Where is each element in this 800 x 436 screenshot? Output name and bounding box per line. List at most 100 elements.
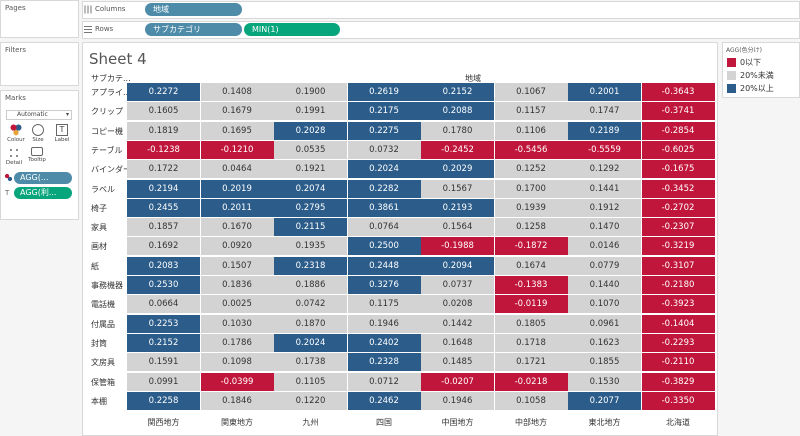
table-cell[interactable]: 0.1442 (421, 315, 494, 333)
table-cell[interactable]: -0.6025 (642, 141, 715, 159)
detail-button[interactable]: Detail (4, 147, 24, 169)
table-cell[interactable]: 0.1939 (495, 199, 568, 217)
row-label[interactable]: コピー機 (91, 126, 127, 137)
table-cell[interactable]: -0.2702 (642, 199, 715, 217)
row-label[interactable]: 椅子 (91, 203, 127, 214)
table-cell[interactable]: 0.1857 (127, 218, 200, 236)
table-cell[interactable]: 0.1623 (568, 334, 641, 352)
column-label[interactable]: 中国地方 (421, 417, 494, 428)
table-cell[interactable]: 0.1507 (201, 257, 274, 275)
table-cell[interactable]: 0.2318 (274, 257, 347, 275)
table-cell[interactable]: 0.2253 (127, 315, 200, 333)
table-cell[interactable]: 0.1819 (127, 122, 200, 140)
row-label[interactable]: 紙 (91, 261, 127, 272)
table-cell[interactable]: 0.1258 (495, 218, 568, 236)
table-cell[interactable]: 0.1721 (495, 353, 568, 371)
table-cell[interactable]: 0.2088 (421, 102, 494, 120)
table-cell[interactable]: 0.2272 (127, 83, 200, 101)
table-cell[interactable]: 0.0025 (201, 295, 274, 313)
table-cell[interactable]: 0.2530 (127, 276, 200, 294)
table-cell[interactable]: 0.1718 (495, 334, 568, 352)
table-cell[interactable]: 0.2619 (348, 83, 421, 101)
table-cell[interactable]: -0.0218 (495, 373, 568, 391)
table-cell[interactable]: -0.3923 (642, 295, 715, 313)
table-cell[interactable]: 0.1157 (495, 102, 568, 120)
table-cell[interactable]: 0.0535 (274, 141, 347, 159)
table-cell[interactable]: -0.5456 (495, 141, 568, 159)
row-label[interactable]: ラベル (91, 184, 127, 195)
table-cell[interactable]: -0.3741 (642, 102, 715, 120)
table-cell[interactable]: -0.3219 (642, 237, 715, 255)
table-cell[interactable]: 0.1946 (421, 392, 494, 410)
table-cell[interactable]: 0.1886 (274, 276, 347, 294)
legend-item[interactable]: 20%以上 (723, 82, 799, 95)
table-cell[interactable]: 0.2175 (348, 102, 421, 120)
table-cell[interactable]: -0.3350 (642, 392, 715, 410)
table-cell[interactable]: 0.3861 (348, 199, 421, 217)
table-cell[interactable]: 0.1220 (274, 392, 347, 410)
table-cell[interactable]: 0.2029 (421, 160, 494, 178)
column-label[interactable]: 関西地方 (127, 417, 200, 428)
table-cell[interactable]: 0.1098 (201, 353, 274, 371)
table-cell[interactable]: -0.3452 (642, 180, 715, 198)
table-cell[interactable]: 0.1946 (348, 315, 421, 333)
table-cell[interactable]: 0.0664 (127, 295, 200, 313)
table-cell[interactable]: 0.1846 (201, 392, 274, 410)
table-cell[interactable]: 0.1564 (421, 218, 494, 236)
table-cell[interactable]: 0.1836 (201, 276, 274, 294)
column-label[interactable]: 四国 (348, 417, 421, 428)
table-cell[interactable]: 0.1648 (421, 334, 494, 352)
table-cell[interactable]: -0.0399 (201, 373, 274, 391)
table-cell[interactable]: -0.2854 (642, 122, 715, 140)
table-cell[interactable]: 0.1252 (495, 160, 568, 178)
table-cell[interactable]: 0.1738 (274, 353, 347, 371)
table-cell[interactable]: 0.2455 (127, 199, 200, 217)
column-label[interactable]: 関東地方 (201, 417, 274, 428)
table-cell[interactable]: 0.1700 (495, 180, 568, 198)
table-cell[interactable]: 0.2024 (348, 160, 421, 178)
table-cell[interactable]: 0.2194 (127, 180, 200, 198)
rows-pill-min[interactable]: MIN(1) (244, 23, 340, 36)
table-cell[interactable]: 0.0991 (127, 373, 200, 391)
table-cell[interactable]: 0.2083 (127, 257, 200, 275)
columns-pill-region[interactable]: 地域 (145, 3, 242, 16)
table-cell[interactable]: 0.1912 (568, 199, 641, 217)
table-cell[interactable]: 0.2019 (201, 180, 274, 198)
table-cell[interactable]: -0.5559 (568, 141, 641, 159)
table-cell[interactable]: 0.1780 (421, 122, 494, 140)
table-cell[interactable]: 0.0920 (201, 237, 274, 255)
colour-button[interactable]: Colour (6, 124, 26, 146)
table-cell[interactable]: 0.1591 (127, 353, 200, 371)
table-cell[interactable]: -0.2452 (421, 141, 494, 159)
table-cell[interactable]: 0.0764 (348, 218, 421, 236)
table-cell[interactable]: -0.2293 (642, 334, 715, 352)
table-cell[interactable]: 0.1408 (201, 83, 274, 101)
row-header[interactable]: サブカテ... (91, 73, 131, 84)
table-cell[interactable]: -0.0119 (495, 295, 568, 313)
label-button[interactable]: T Label (52, 124, 72, 146)
table-cell[interactable]: 0.0146 (568, 237, 641, 255)
column-label[interactable]: 北海道 (642, 417, 715, 428)
table-cell[interactable]: 0.1567 (421, 180, 494, 198)
mark-pill-colour[interactable]: AGG(... (14, 172, 72, 184)
table-cell[interactable]: 0.2189 (568, 122, 641, 140)
table-cell[interactable]: 0.2094 (421, 257, 494, 275)
table-cell[interactable]: 0.1991 (274, 102, 347, 120)
table-cell[interactable]: 0.2028 (274, 122, 347, 140)
table-cell[interactable]: 0.1855 (568, 353, 641, 371)
table-cell[interactable]: 0.0779 (568, 257, 641, 275)
table-cell[interactable]: 0.1692 (127, 237, 200, 255)
table-cell[interactable]: -0.1988 (421, 237, 494, 255)
row-label[interactable]: バインダー (91, 164, 127, 175)
table-cell[interactable]: -0.1675 (642, 160, 715, 178)
table-cell[interactable]: 0.1674 (495, 257, 568, 275)
table-cell[interactable]: 0.1935 (274, 237, 347, 255)
table-cell[interactable]: 0.2001 (568, 83, 641, 101)
size-button[interactable]: Size (28, 124, 48, 146)
table-cell[interactable]: 0.1030 (201, 315, 274, 333)
table-cell[interactable]: 0.1695 (201, 122, 274, 140)
table-cell[interactable]: 0.2152 (421, 83, 494, 101)
table-cell[interactable]: 0.0732 (348, 141, 421, 159)
table-cell[interactable]: 0.1070 (568, 295, 641, 313)
table-cell[interactable]: 0.1870 (274, 315, 347, 333)
